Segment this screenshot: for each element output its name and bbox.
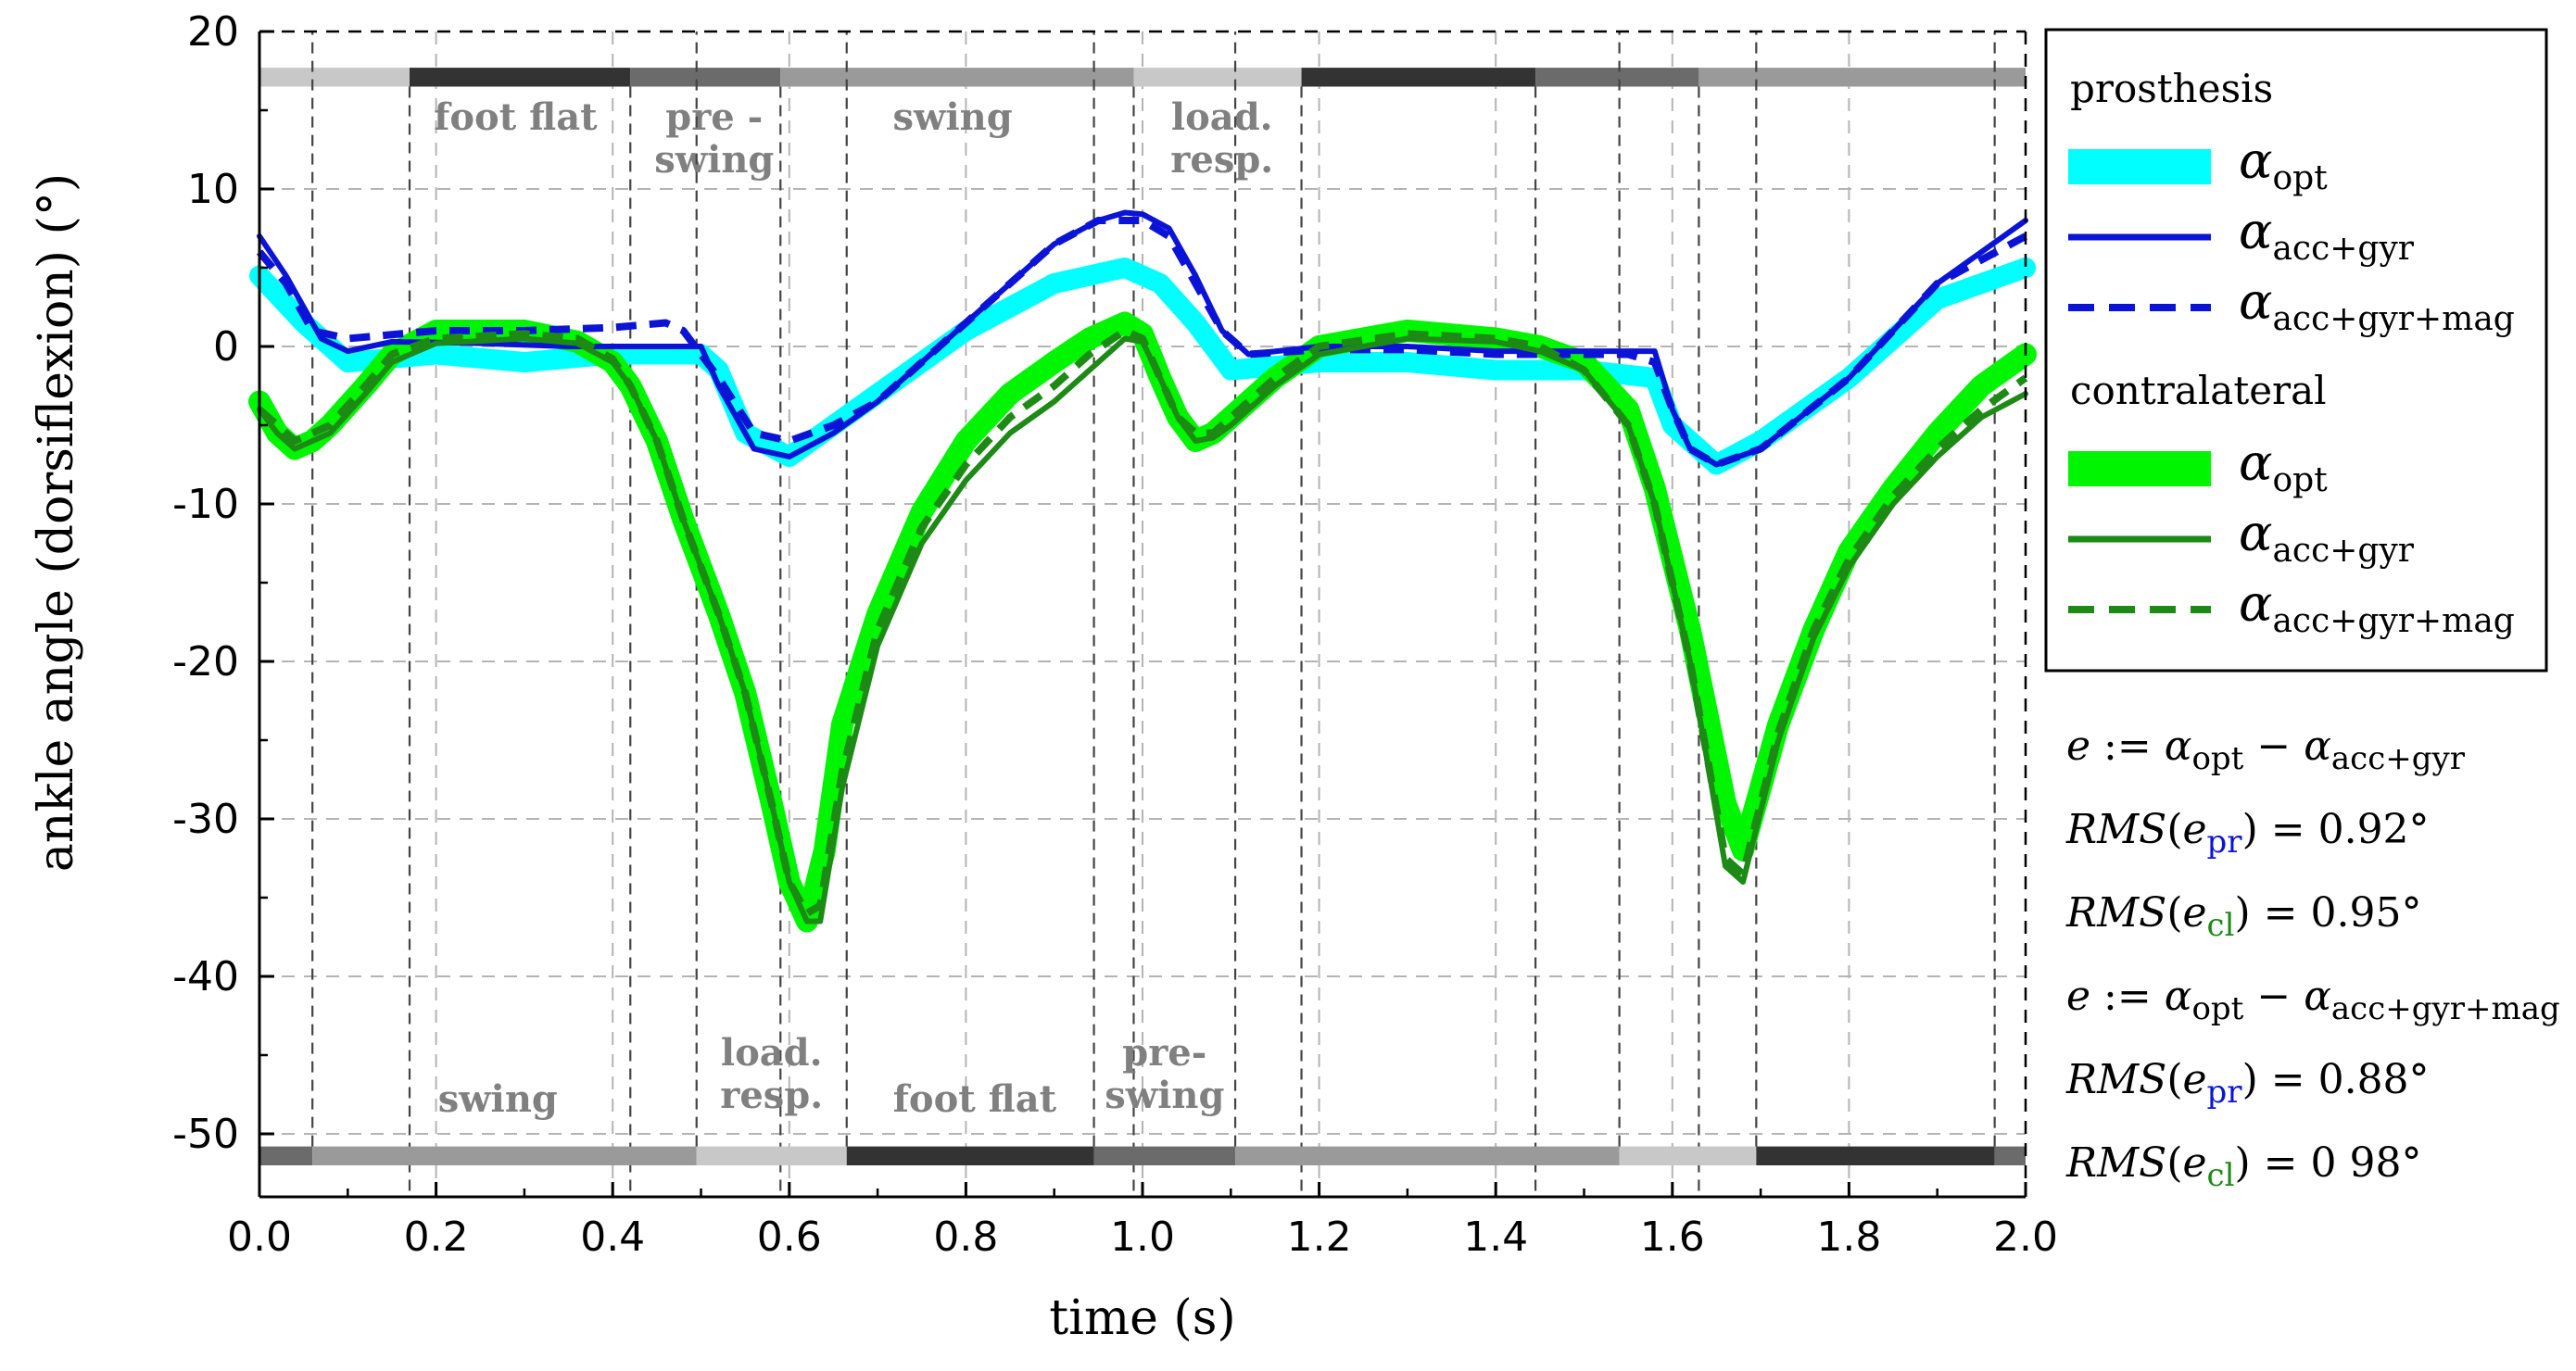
x-tick-label: 1.0 bbox=[1110, 1214, 1175, 1261]
x-tick-label: 1.8 bbox=[1816, 1214, 1881, 1261]
bottom-phase-segment bbox=[846, 1146, 1094, 1165]
legend-entry-label: αacc+gyr+mag bbox=[2239, 272, 2515, 338]
legend-group-title: prosthesis bbox=[2070, 66, 2273, 111]
y-tick-label: 10 bbox=[187, 166, 239, 213]
bottom-phase-segment bbox=[1235, 1146, 1620, 1165]
axis-layer: time (s) ankle angle (dorsiflexion) (°) … bbox=[29, 8, 2058, 1346]
x-axis-label: time (s) bbox=[1049, 1290, 1235, 1346]
top-phase-segment bbox=[1698, 68, 2026, 87]
bottom-phase-segment bbox=[1619, 1146, 1757, 1165]
x-tick-label: 0.2 bbox=[404, 1214, 469, 1261]
bottom-phase-label: load. resp. bbox=[720, 1031, 823, 1117]
bottom-phase-label: foot flat bbox=[893, 1077, 1057, 1121]
rms-annotations: e := αopt − αacc+gyr RMS(epr) = 0.92° RMS(… bbox=[2065, 723, 2560, 1194]
x-tick-label: 0.6 bbox=[757, 1214, 822, 1261]
legend: prosthesisαoptαacc+gyrαacc+gyr+magcontra… bbox=[2044, 28, 2548, 673]
top-phase-segment bbox=[630, 68, 781, 87]
frame-layer bbox=[258, 30, 2027, 1199]
x-tick-label: 1.6 bbox=[1640, 1214, 1705, 1261]
legend-entry-label: αopt bbox=[2239, 434, 2328, 499]
y-tick-label: -10 bbox=[172, 481, 239, 528]
top-phase-segment bbox=[1535, 68, 1699, 87]
top-phase-segment bbox=[1133, 68, 1302, 87]
series-line-prosthesis-acc-gyr-mag bbox=[256, 217, 2027, 469]
series-line-prosthesis-acc-gyr bbox=[257, 209, 2028, 468]
bottom-phase-label: pre-swing bbox=[1105, 1031, 1224, 1117]
rms-value: RMS(ecl) = 0 98° bbox=[2065, 1139, 2421, 1194]
grid-layer bbox=[259, 31, 2027, 1197]
bottom-phase-segment bbox=[312, 1146, 697, 1165]
rms-value: RMS(epr) = 0.92° bbox=[2065, 806, 2430, 861]
x-tick-label: 0.0 bbox=[227, 1214, 292, 1261]
legend-entry-label: αopt bbox=[2239, 132, 2328, 197]
y-tick-label: -20 bbox=[172, 638, 239, 686]
top-phase-segment bbox=[780, 68, 1134, 87]
phase-layer: foot flat pre -swing swing load. resp. swing l… bbox=[259, 31, 2026, 1197]
top-phase-segment bbox=[410, 68, 631, 87]
error-definition: e := αopt − αacc+gyr bbox=[2066, 723, 2466, 777]
top-phase-segment bbox=[1301, 68, 1536, 87]
bottom-phase-segment bbox=[1093, 1146, 1236, 1165]
x-tick-label: 0.8 bbox=[933, 1214, 998, 1261]
legend-entry-label: αacc+gyr bbox=[2239, 504, 2415, 570]
series-layer bbox=[248, 209, 2037, 933]
y-tick-label: 20 bbox=[187, 8, 239, 56]
x-tick-label: 2.0 bbox=[1993, 1214, 2058, 1261]
y-tick-label: -50 bbox=[172, 1111, 239, 1158]
y-axis-label: ankle angle (dorsiflexion) (°) bbox=[29, 173, 84, 872]
rms-value: RMS(ecl) = 0.95° bbox=[2065, 889, 2421, 944]
bottom-phase-segment bbox=[259, 1146, 313, 1165]
top-phase-label: load. resp. bbox=[1170, 95, 1273, 182]
rms-value: RMS(epr) = 0.88° bbox=[2065, 1056, 2430, 1111]
x-tick-label: 1.2 bbox=[1287, 1214, 1352, 1261]
series-line-contralateral-acc-gyr-mag bbox=[257, 327, 2028, 917]
top-phase-label: foot flat bbox=[434, 95, 598, 139]
legend-box bbox=[2044, 28, 2548, 673]
bottom-phase-segment bbox=[696, 1146, 847, 1165]
bottom-phase-segment bbox=[1756, 1146, 1995, 1165]
bottom-phase-label: swing bbox=[438, 1077, 558, 1121]
top-phase-label: pre -swing bbox=[654, 95, 774, 182]
error-definition: e := αopt − αacc+gyr+mag bbox=[2066, 973, 2560, 1027]
x-tick-label: 0.4 bbox=[580, 1214, 645, 1261]
top-phase-label: swing bbox=[893, 95, 1013, 139]
legend-group-title: contralateral bbox=[2070, 368, 2327, 413]
legend-entry-label: αacc+gyr bbox=[2239, 202, 2415, 268]
y-tick-label: 0 bbox=[213, 323, 239, 371]
y-tick-label: -40 bbox=[172, 953, 239, 1000]
top-phase-segment bbox=[259, 68, 410, 87]
legend-entry-label: αacc+gyr+mag bbox=[2239, 574, 2515, 640]
x-tick-label: 1.4 bbox=[1463, 1214, 1528, 1261]
bottom-phase-segment bbox=[1994, 1146, 2026, 1165]
y-tick-label: -30 bbox=[172, 796, 239, 843]
